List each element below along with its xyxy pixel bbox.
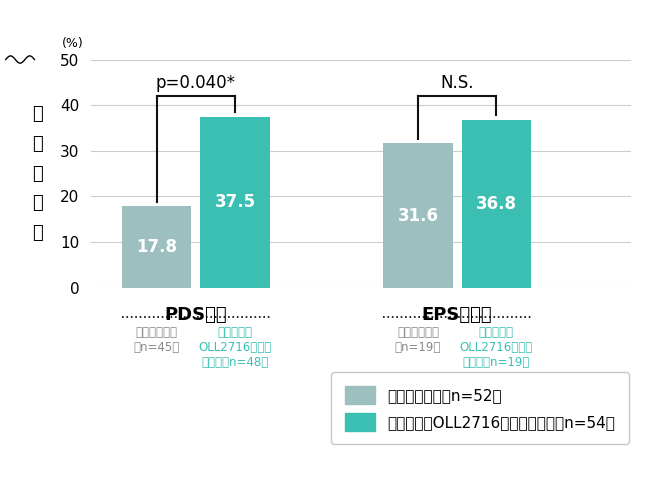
Text: 安慰剂酸奶组
（n=19）: 安慰剂酸奶组 （n=19） xyxy=(395,326,441,355)
Text: 17.8: 17.8 xyxy=(136,238,177,256)
Bar xyxy=(200,117,270,288)
Text: 含有乳酸菌
OLL2716菌株的
酸奶组（n=19）: 含有乳酸菌 OLL2716菌株的 酸奶组（n=19） xyxy=(460,326,533,370)
Text: PDS症状: PDS症状 xyxy=(165,306,227,324)
Text: p=0.040*: p=0.040* xyxy=(156,74,236,92)
Legend: 安慰剂酸奶组（n=52）, 含有乳酸菌OLL2716菌株的酸奶组（n=54）: 安慰剂酸奶组（n=52）, 含有乳酸菌OLL2716菌株的酸奶组（n=54） xyxy=(331,372,630,444)
Bar xyxy=(122,206,191,288)
Text: 31.6: 31.6 xyxy=(398,206,439,225)
Text: 36.8: 36.8 xyxy=(476,195,517,213)
Text: 含有乳酸菌
OLL2716菌株的
酸奶组（n=48）: 含有乳酸菌 OLL2716菌株的 酸奶组（n=48） xyxy=(199,326,271,370)
Text: 率: 率 xyxy=(32,224,42,242)
Text: N.S.: N.S. xyxy=(441,74,474,92)
Text: 37.5: 37.5 xyxy=(214,193,255,211)
Text: 清: 清 xyxy=(32,165,42,183)
Bar xyxy=(383,143,453,288)
Text: 除: 除 xyxy=(32,194,42,212)
Text: 状: 状 xyxy=(32,135,42,153)
Text: (%): (%) xyxy=(61,37,83,51)
Text: EPS样症状: EPS样症状 xyxy=(422,306,493,324)
Bar xyxy=(462,120,531,288)
Text: 安慰剂酸奶组
（n=45）: 安慰剂酸奶组 （n=45） xyxy=(133,326,180,355)
Text: 症: 症 xyxy=(32,105,42,124)
